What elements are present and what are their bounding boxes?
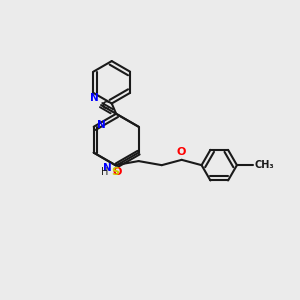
Text: S: S	[112, 167, 120, 177]
Text: O: O	[177, 148, 186, 158]
Text: N: N	[90, 93, 99, 103]
Text: O: O	[112, 167, 122, 177]
Text: N: N	[103, 163, 112, 173]
Text: CH₃: CH₃	[255, 160, 274, 170]
Text: C: C	[102, 101, 110, 111]
Text: N: N	[97, 120, 106, 130]
Text: H: H	[101, 167, 109, 177]
